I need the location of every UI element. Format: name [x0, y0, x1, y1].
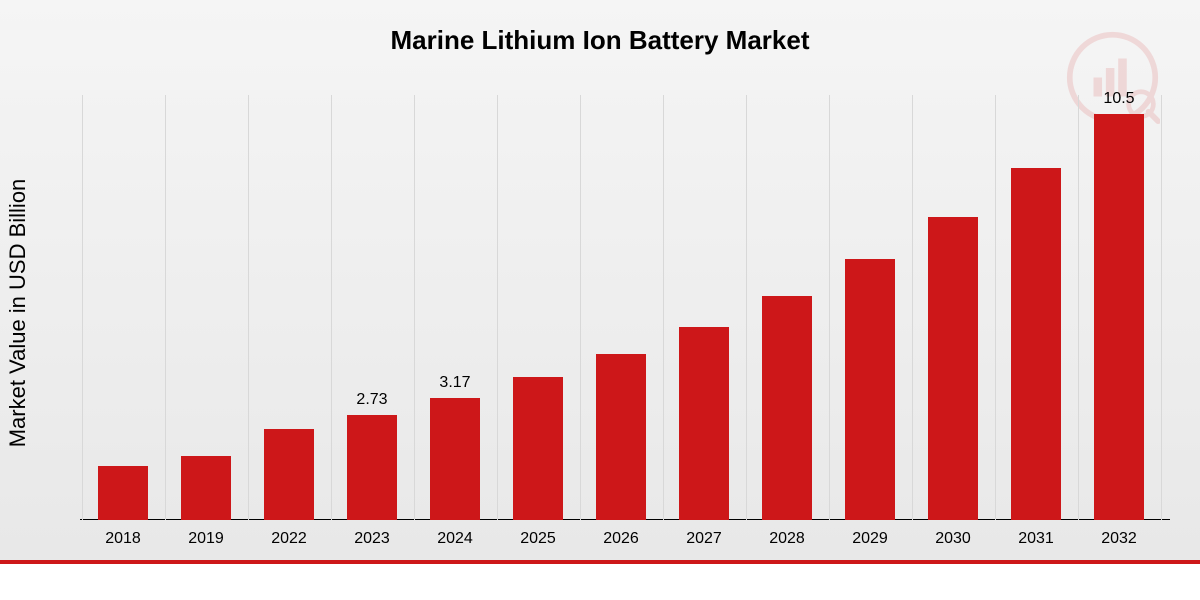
plot-area: 20182019202220232.7320243.17202520262027… — [80, 95, 1170, 520]
x-tick-label: 2025 — [513, 530, 563, 548]
bar — [430, 398, 480, 520]
grid-line — [414, 95, 415, 520]
bar-value-label: 2.73 — [342, 391, 402, 409]
bar — [596, 354, 646, 520]
bar — [679, 327, 729, 520]
x-tick-label: 2028 — [762, 530, 812, 548]
bar-value-label: 10.5 — [1089, 90, 1149, 108]
chart-background: Marine Lithium Ion Battery Market Market… — [0, 0, 1200, 560]
grid-line — [1078, 95, 1079, 520]
bar — [513, 377, 563, 520]
bar — [928, 217, 978, 520]
bar — [1011, 168, 1061, 520]
x-tick-label: 2029 — [845, 530, 895, 548]
bar-value-label: 3.17 — [425, 374, 485, 392]
bar — [845, 259, 895, 520]
grid-line — [580, 95, 581, 520]
x-tick-label: 2024 — [430, 530, 480, 548]
x-tick-label: 2022 — [264, 530, 314, 548]
y-axis-label: Market Value in USD Billion — [5, 179, 31, 448]
x-tick-label: 2027 — [679, 530, 729, 548]
grid-line — [912, 95, 913, 520]
chart-title: Marine Lithium Ion Battery Market — [0, 25, 1200, 56]
bar — [347, 415, 397, 520]
bar — [762, 296, 812, 520]
footer-bar — [0, 560, 1200, 600]
bar — [1094, 114, 1144, 520]
x-tick-label: 2030 — [928, 530, 978, 548]
grid-line — [1161, 95, 1162, 520]
x-tick-label: 2031 — [1011, 530, 1061, 548]
x-tick-label: 2019 — [181, 530, 231, 548]
grid-line — [248, 95, 249, 520]
grid-line — [82, 95, 83, 520]
bar — [98, 466, 148, 520]
bar — [264, 429, 314, 520]
grid-line — [829, 95, 830, 520]
grid-line — [995, 95, 996, 520]
bar — [181, 456, 231, 520]
grid-line — [746, 95, 747, 520]
grid-line — [497, 95, 498, 520]
x-tick-label: 2018 — [98, 530, 148, 548]
grid-line — [331, 95, 332, 520]
grid-line — [165, 95, 166, 520]
x-tick-label: 2023 — [347, 530, 397, 548]
grid-line — [663, 95, 664, 520]
x-tick-label: 2032 — [1094, 530, 1144, 548]
x-tick-label: 2026 — [596, 530, 646, 548]
